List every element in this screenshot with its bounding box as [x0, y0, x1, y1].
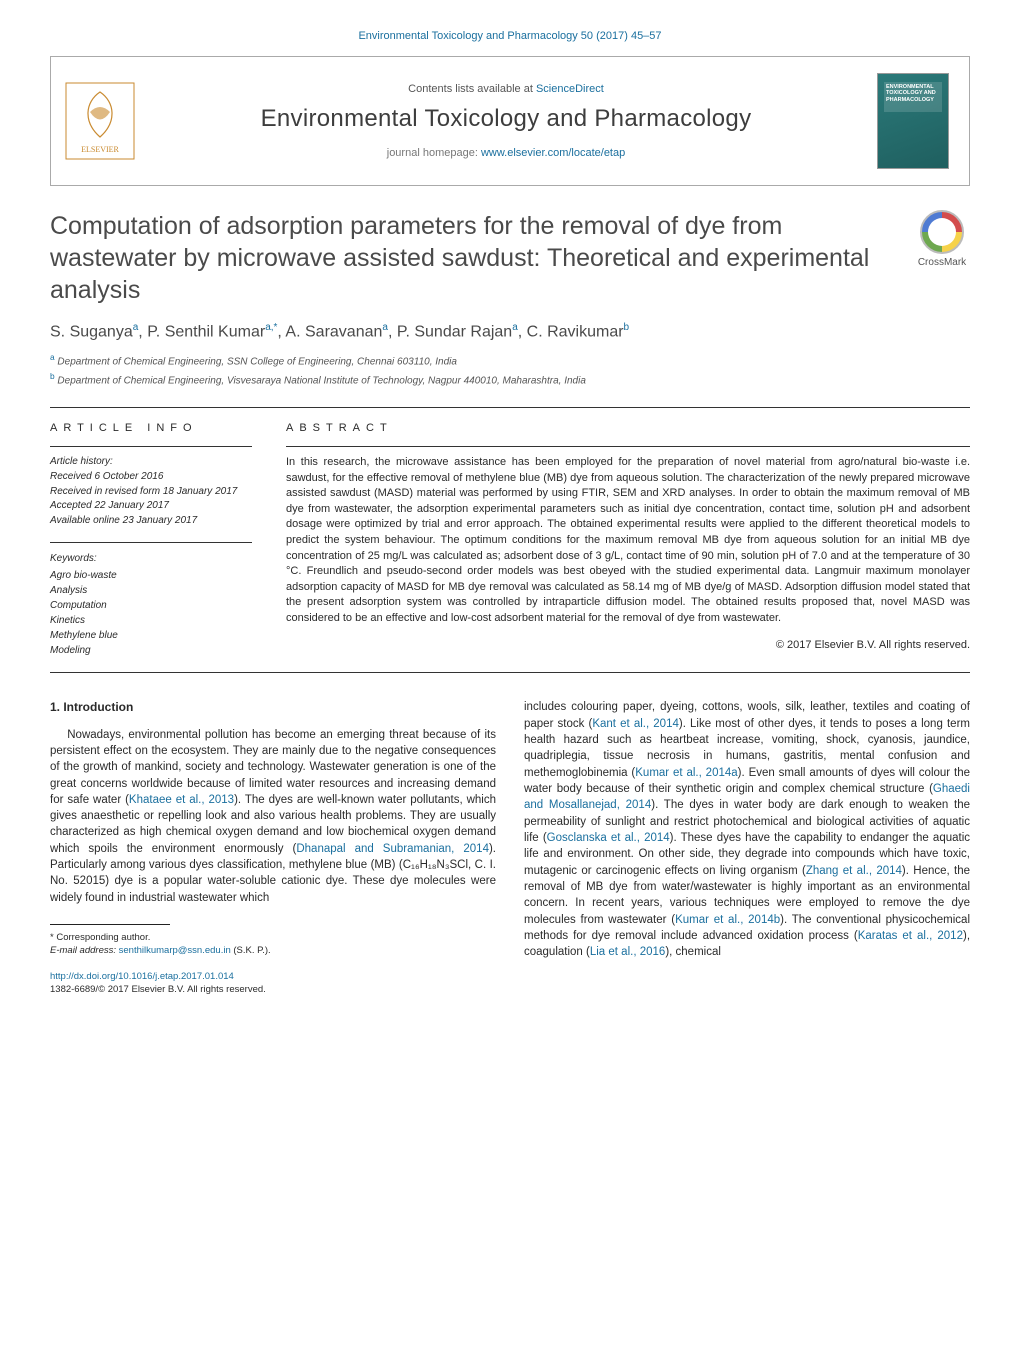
journal-cover-thumbnail: ENVIRONMENTAL TOXICOLOGY AND PHARMACOLOG… [877, 73, 949, 169]
abstract-copyright: © 2017 Elsevier B.V. All rights reserved… [286, 639, 970, 651]
corresp-email[interactable]: senthilkumarp@ssn.edu.in [119, 945, 231, 956]
affiliations: a Department of Chemical Engineering, SS… [50, 351, 970, 389]
running-header: Environmental Toxicology and Pharmacolog… [50, 30, 970, 42]
aff-text-a: Department of Chemical Engineering, SSN … [57, 357, 457, 368]
email-owner: (S.K. P.). [231, 945, 271, 956]
kw-3: Kinetics [50, 615, 85, 626]
aff-sup-b: b [50, 371, 55, 381]
contents-prefix: Contents lists available at [408, 83, 536, 95]
info-abstract-row: ARTICLE INFO Article history: Received 6… [50, 407, 970, 674]
crossmark-label: CrossMark [914, 257, 970, 268]
email-label: E-mail address: [50, 945, 119, 956]
article-info-heading: ARTICLE INFO [50, 422, 252, 434]
elsevier-logo: ELSEVIER [65, 82, 135, 160]
issn-line: 1382-6689/© 2017 Elsevier B.V. All right… [50, 983, 496, 996]
kw-4: Methylene blue [50, 630, 118, 641]
info-rule-1 [50, 446, 252, 447]
body-column-left: 1. Introduction Nowadays, environmental … [50, 699, 496, 996]
journal-name: Environmental Toxicology and Pharmacolog… [151, 105, 861, 133]
keywords-label: Keywords: [50, 551, 252, 566]
kw-1: Analysis [50, 585, 87, 596]
history-line-3: Available online 23 January 2017 [50, 515, 197, 526]
homepage-line: journal homepage: www.elsevier.com/locat… [151, 147, 861, 159]
corresponding-footnote: * Corresponding author. E-mail address: … [50, 931, 496, 958]
corresp-email-line: E-mail address: senthilkumarp@ssn.edu.in… [50, 944, 496, 957]
keywords: Keywords: Agro bio-waste Analysis Comput… [50, 551, 252, 658]
contents-line: Contents lists available at ScienceDirec… [151, 83, 861, 95]
history-line-2: Accepted 22 January 2017 [50, 500, 169, 511]
kw-0: Agro bio-waste [50, 570, 117, 581]
abstract-heading: ABSTRACT [286, 422, 970, 434]
crossmark-badge[interactable]: CrossMark [914, 210, 970, 268]
kw-2: Computation [50, 600, 107, 611]
article-history: Article history: Received 6 October 2016… [50, 455, 252, 529]
body-column-right: includes colouring paper, dyeing, cotton… [524, 699, 970, 996]
kw-5: Modeling [50, 645, 91, 656]
history-label: Article history: [50, 455, 252, 470]
abstract-text: In this research, the microwave assistan… [286, 455, 970, 627]
affiliation-b: b Department of Chemical Engineering, Vi… [50, 370, 970, 389]
header-center: Contents lists available at ScienceDirec… [151, 83, 861, 159]
sciencedirect-link[interactable]: ScienceDirect [536, 83, 604, 95]
body-columns: 1. Introduction Nowadays, environmental … [50, 699, 970, 996]
homepage-prefix: journal homepage: [387, 147, 481, 159]
homepage-link[interactable]: www.elsevier.com/locate/etap [481, 147, 625, 159]
aff-text-b: Department of Chemical Engineering, Visv… [57, 375, 585, 386]
intro-para-right: includes colouring paper, dyeing, cotton… [524, 699, 970, 960]
history-line-1: Received in revised form 18 January 2017 [50, 486, 237, 497]
abstract-rule [286, 446, 970, 447]
article-title: Computation of adsorption parameters for… [50, 210, 894, 306]
authors-line: S. Suganyaa, P. Senthil Kumara,*, A. Sar… [50, 322, 970, 341]
title-row: Computation of adsorption parameters for… [50, 210, 970, 306]
corresp-marker: * Corresponding author. [50, 931, 496, 944]
intro-heading: 1. Introduction [50, 699, 496, 716]
journal-cover-text: ENVIRONMENTAL TOXICOLOGY AND PHARMACOLOG… [886, 84, 948, 103]
info-rule-2 [50, 542, 252, 543]
intro-para-left: Nowadays, environmental pollution has be… [50, 727, 496, 907]
doi-link[interactable]: http://dx.doi.org/10.1016/j.etap.2017.01… [50, 970, 496, 983]
journal-header-box: ELSEVIER Contents lists available at Sci… [50, 56, 970, 186]
affiliation-a: a Department of Chemical Engineering, SS… [50, 351, 970, 370]
doi-block: http://dx.doi.org/10.1016/j.etap.2017.01… [50, 970, 496, 997]
footnote-separator [50, 924, 170, 925]
abstract-column: ABSTRACT In this research, the microwave… [268, 408, 970, 673]
crossmark-icon [920, 210, 964, 254]
article-info-column: ARTICLE INFO Article history: Received 6… [50, 408, 268, 673]
aff-sup-a: a [50, 352, 55, 362]
history-line-0: Received 6 October 2016 [50, 471, 163, 482]
svg-text:ELSEVIER: ELSEVIER [81, 145, 119, 154]
